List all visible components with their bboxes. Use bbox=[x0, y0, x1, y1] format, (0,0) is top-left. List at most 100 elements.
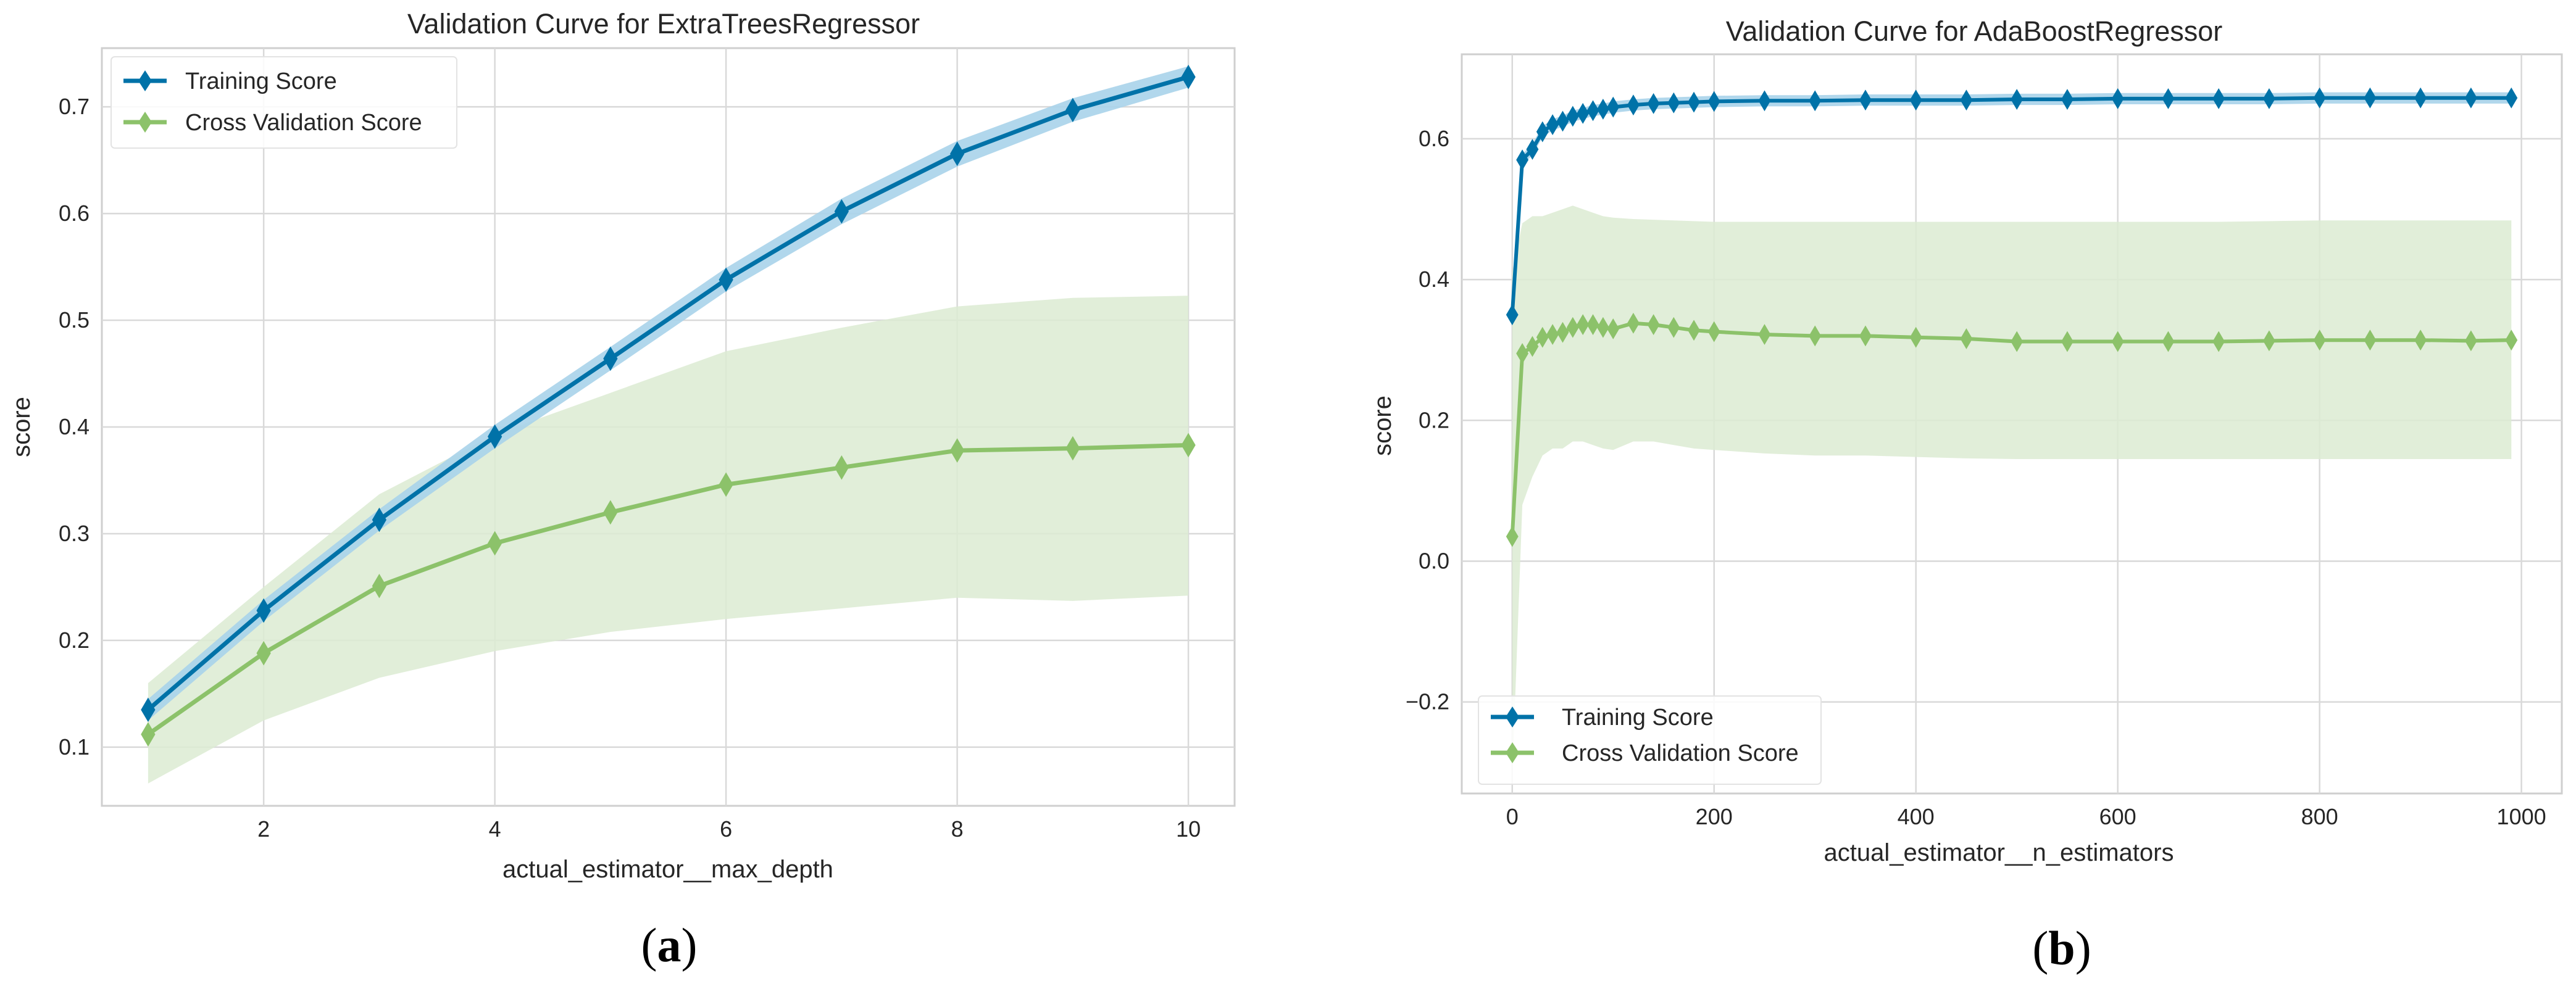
chart-a-x-tick-label: 8 bbox=[951, 816, 964, 842]
chart-b-cv-point bbox=[1577, 314, 1590, 336]
chart-b-cv-point bbox=[1909, 326, 1922, 348]
chart-a-training-point bbox=[488, 424, 502, 449]
chart-b-training-point bbox=[1577, 102, 1590, 124]
chart-b-training-point bbox=[2262, 88, 2275, 109]
chart-a-cv-point bbox=[1181, 433, 1196, 458]
chart-b-x-tick-label: 1000 bbox=[2497, 804, 2546, 829]
chart-a-cv-point bbox=[1065, 436, 1080, 461]
legend-b-training-label: Training Score bbox=[1562, 705, 1714, 731]
chart-b-training-point bbox=[1627, 94, 1640, 116]
caption-b-letter: b bbox=[2048, 921, 2075, 975]
chart-b-cv-point bbox=[2162, 331, 2175, 352]
svg-text:(b): (b) bbox=[2032, 921, 2091, 975]
chart-a-x-tick-label: 10 bbox=[1176, 816, 1201, 842]
chart-b-training-point bbox=[1647, 93, 1660, 114]
chart-b-training-point bbox=[1506, 304, 1519, 326]
chart-a-cv-point bbox=[141, 722, 156, 747]
chart-b-cv-point bbox=[2011, 331, 2024, 352]
chart-b-cv-point bbox=[2313, 329, 2326, 351]
chart-b-cv-point bbox=[1516, 342, 1529, 364]
chart-b-cv-point bbox=[1526, 336, 1539, 357]
chart-a-title: Validation Curve for ExtraTreesRegressor bbox=[407, 8, 920, 39]
chart-b-legend-box bbox=[1478, 695, 1822, 785]
legend-a-cv-marker bbox=[138, 112, 152, 133]
caption-b: (b) bbox=[2032, 921, 2091, 975]
chart-b-bands bbox=[1512, 92, 2512, 780]
chart-b-training-point bbox=[2313, 87, 2326, 109]
chart-b-y-tick-label: 0.4 bbox=[1419, 267, 1449, 292]
chart-b-y-tick-label: 0.0 bbox=[1419, 548, 1449, 573]
chart-b-cv-point bbox=[1596, 317, 1609, 338]
chart-a-x-tick-label: 2 bbox=[257, 816, 270, 842]
chart-a-training-point bbox=[834, 199, 849, 224]
chart-b-markers bbox=[1506, 87, 2518, 547]
legend-a-cv-label: Cross Validation Score bbox=[185, 110, 422, 136]
chart-b-cv-point bbox=[2505, 329, 2518, 351]
chart-b-training-point bbox=[2011, 89, 2024, 110]
chart-a-cv-band bbox=[148, 296, 1189, 784]
chart-a-training-point bbox=[141, 697, 156, 723]
chart-a-cv-line bbox=[146, 442, 1189, 736]
chart-a-y-tick-label: 0.2 bbox=[59, 628, 90, 653]
chart-a-x-tick-label: 4 bbox=[489, 816, 501, 842]
chart-b-title: Validation Curve for AdaBoostRegressor bbox=[1726, 15, 2223, 47]
chart-b-training-point bbox=[2212, 88, 2225, 109]
chart-b-cv-point bbox=[2262, 330, 2275, 352]
chart-a-y-tick-label: 0.3 bbox=[59, 521, 90, 546]
chart-a-cv-point bbox=[949, 438, 965, 463]
chart-b-cv-point bbox=[1707, 321, 1720, 342]
chart-b-training-point bbox=[1859, 89, 1872, 111]
chart-panel-b: Validation Curve for AdaBoostRegressor 0… bbox=[1369, 15, 2563, 866]
chart-b-training-point bbox=[1596, 99, 1609, 120]
chart-b-cv-point bbox=[1607, 318, 1620, 339]
chart-b-training-point bbox=[1667, 92, 1680, 114]
chart-a-y-ticks: 0.1 0.2 0.3 0.4 0.5 0.6 0.7 bbox=[59, 94, 90, 760]
chart-a-y-tick-label: 0.5 bbox=[59, 307, 90, 333]
chart-a-training-line bbox=[146, 75, 1190, 711]
chart-a-training-point bbox=[603, 346, 618, 371]
chart-a-cv-point bbox=[256, 640, 271, 666]
chart-b-training-point bbox=[1909, 89, 1922, 111]
legend-b-training-marker bbox=[1506, 706, 1519, 727]
chart-b-training-point bbox=[1536, 121, 1549, 143]
chart-b-cv-point bbox=[2414, 329, 2427, 351]
chart-b-x-label: actual_estimator__n_estimators bbox=[1824, 839, 2174, 866]
chart-b-training-point bbox=[1607, 96, 1620, 118]
chart-b-cv-point bbox=[2364, 329, 2377, 351]
chart-a-cv-point bbox=[372, 573, 387, 599]
chart-b-training-point bbox=[1546, 114, 1559, 136]
chart-a-training-point bbox=[1181, 64, 1196, 89]
chart-a-bands bbox=[148, 66, 1189, 784]
chart-a-cv-point bbox=[834, 455, 849, 480]
chart-b-y-tick-label: −0.2 bbox=[1406, 689, 1449, 715]
chart-b-training-point bbox=[2364, 87, 2377, 109]
chart-b-training-point bbox=[1556, 110, 1569, 132]
chart-a-cv-point bbox=[719, 472, 733, 497]
chart-b-training-point bbox=[1707, 91, 1720, 112]
chart-b-training-point bbox=[1516, 149, 1529, 171]
chart-b-cv-point bbox=[2061, 331, 2074, 352]
chart-b-training-point bbox=[2464, 87, 2477, 109]
chart-b-cv-point bbox=[1556, 321, 1569, 343]
caption-a: (a) bbox=[641, 918, 698, 972]
chart-b-y-label: score bbox=[1369, 396, 1396, 456]
chart-b-training-point bbox=[1809, 90, 1822, 112]
chart-b-cv-point bbox=[1536, 326, 1549, 348]
chart-b-training-point bbox=[2162, 88, 2175, 109]
chart-b-cv-point bbox=[1566, 317, 1579, 338]
legend-b-cv-marker bbox=[1506, 742, 1519, 763]
chart-b-cv-point bbox=[1859, 325, 1872, 347]
chart-b-training-point bbox=[1758, 90, 1771, 112]
chart-b-cv-point bbox=[1960, 328, 1973, 349]
chart-a-cv-point bbox=[488, 531, 502, 556]
chart-b-y-tick-label: 0.2 bbox=[1419, 407, 1449, 433]
chart-a-x-ticks: 2 4 6 8 10 bbox=[257, 816, 1201, 842]
chart-b-cv-point bbox=[1506, 526, 1519, 547]
svg-text:(a): (a) bbox=[641, 918, 698, 972]
chart-a-markers bbox=[141, 64, 1196, 747]
chart-b-training-point bbox=[2061, 89, 2074, 110]
chart-b-cv-point bbox=[1586, 314, 1599, 336]
chart-b-legend: Training Score Cross Validation Score bbox=[1478, 695, 1822, 785]
chart-a-lines bbox=[146, 75, 1190, 736]
chart-b-y-tick-label: 0.6 bbox=[1419, 126, 1449, 151]
